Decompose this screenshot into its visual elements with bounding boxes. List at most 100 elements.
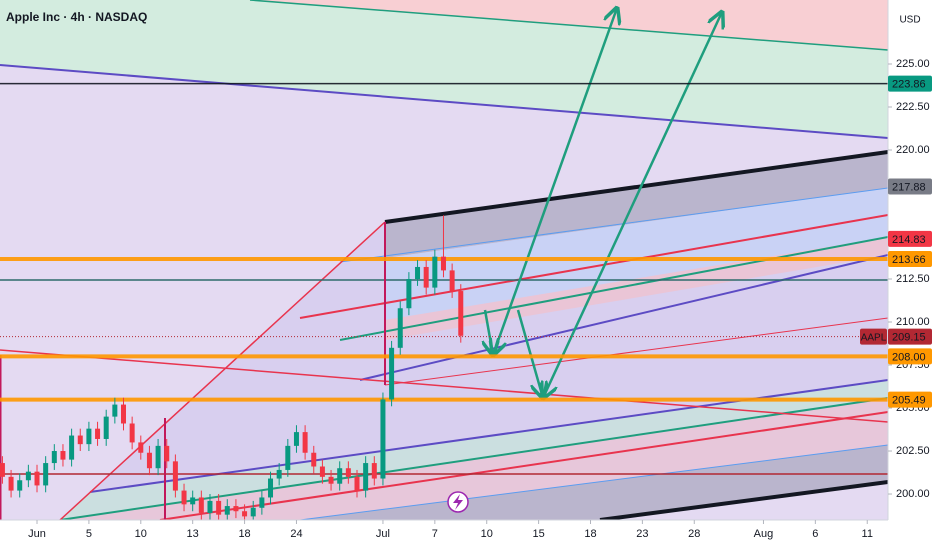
candle-body <box>207 500 213 513</box>
price-tag <box>888 391 932 408</box>
candle-body <box>95 428 101 439</box>
price-tag <box>888 178 932 195</box>
x-tick-label: 23 <box>636 528 648 540</box>
candle-body <box>363 463 369 491</box>
drawings <box>0 0 888 520</box>
candle-body <box>138 442 144 453</box>
candle-body <box>276 469 282 479</box>
candle-body <box>155 445 161 469</box>
x-tick-label: 7 <box>432 528 438 540</box>
y-tick-label: 220.00 <box>896 144 930 156</box>
candle-body <box>293 432 299 446</box>
candle-body <box>224 506 230 515</box>
x-tick-label: 15 <box>532 528 544 540</box>
arrow <box>516 309 543 398</box>
trend-line <box>59 397 888 520</box>
trend-line <box>159 411 888 520</box>
candle-body <box>51 451 57 464</box>
candle-body <box>311 452 317 467</box>
price-tag <box>888 328 932 345</box>
candle-body <box>406 279 412 309</box>
candle-body <box>0 463 5 477</box>
trend-line <box>59 221 386 520</box>
candle-body <box>380 399 386 479</box>
price-tag-label: 208.00 <box>892 351 926 363</box>
candle-body <box>43 463 49 486</box>
candle-body <box>69 435 75 460</box>
candle-body <box>233 506 239 512</box>
x-tick-label: Jul <box>376 528 390 540</box>
candle-body <box>371 463 377 479</box>
x-tick-label: 11 <box>862 528 873 540</box>
zone <box>60 380 888 520</box>
price-tag <box>888 75 932 92</box>
trend-line <box>0 349 888 423</box>
price-tag <box>888 251 932 268</box>
candle-body <box>60 451 66 460</box>
x-tick-label: 24 <box>290 528 302 540</box>
candle-body <box>449 270 455 292</box>
candle-body <box>146 452 152 469</box>
candle-body <box>389 347 395 400</box>
candle-body <box>17 480 23 491</box>
candle-body <box>86 428 92 445</box>
candle-body <box>319 466 325 477</box>
candle-body <box>440 256 446 271</box>
candle-body <box>8 476 14 491</box>
candle-body <box>268 478 274 498</box>
time-axis <box>0 520 888 550</box>
candle-body <box>285 445 291 470</box>
price-tags: 223.86 217.88 214.83 213.66 209.15 AAPL 208.00… <box>860 75 932 408</box>
x-tick-label: 5 <box>86 528 92 540</box>
y-tick-label: 222.50 <box>896 101 930 113</box>
event-icon-glyph <box>453 494 463 510</box>
candle-body <box>345 468 351 477</box>
candle-body <box>77 435 83 445</box>
candle-body <box>242 511 248 517</box>
candle-body <box>423 266 429 288</box>
symbol-tag <box>860 328 887 345</box>
candle-body <box>172 461 178 491</box>
candle-body <box>432 256 438 288</box>
candle-body <box>103 416 109 439</box>
candle-body <box>302 432 308 453</box>
candle-body <box>34 471 40 486</box>
price-tag-label: 213.66 <box>892 254 926 266</box>
candle-body <box>120 404 126 424</box>
currency: USD <box>899 15 920 26</box>
x-tick-label: 6 <box>812 528 818 540</box>
trend-line <box>599 480 888 520</box>
price-tag <box>888 348 932 365</box>
candle-body <box>259 497 265 508</box>
candle-body <box>397 308 403 348</box>
chart-title: Apple Inc · 4h · NASDAQ <box>6 10 147 24</box>
y-tick-label: 210.00 <box>896 316 930 328</box>
x-tick-label: 13 <box>187 528 199 540</box>
x-tick-label: 10 <box>135 528 147 540</box>
candles <box>0 215 464 520</box>
candle-body <box>458 291 464 336</box>
arrow <box>543 12 722 398</box>
price-tag-label: 217.88 <box>892 181 926 193</box>
price-tag-label: 223.86 <box>892 79 926 91</box>
candle-body <box>129 423 135 443</box>
x-tick-label: 28 <box>688 528 700 540</box>
candle-body <box>181 490 187 505</box>
candle-body <box>354 476 360 491</box>
arrows <box>485 8 722 398</box>
price-tag-label: 209.15 <box>892 332 926 344</box>
symbol-tag-label: AAPL <box>861 332 887 343</box>
x-tick-label: 18 <box>238 528 250 540</box>
candle-body <box>190 497 196 505</box>
candle-body <box>216 500 222 515</box>
y-tick-label: 212.50 <box>896 273 930 285</box>
candle-body <box>415 266 421 280</box>
y-tick-label: 202.50 <box>896 445 930 457</box>
x-tick-label: Jun <box>28 528 46 540</box>
price-tag-label: 214.83 <box>892 234 926 246</box>
candle-body <box>25 471 31 481</box>
candle-body <box>328 476 334 484</box>
candle-body <box>164 445 170 462</box>
price-tag-label: 205.49 <box>892 394 926 406</box>
trend-line <box>299 444 888 520</box>
